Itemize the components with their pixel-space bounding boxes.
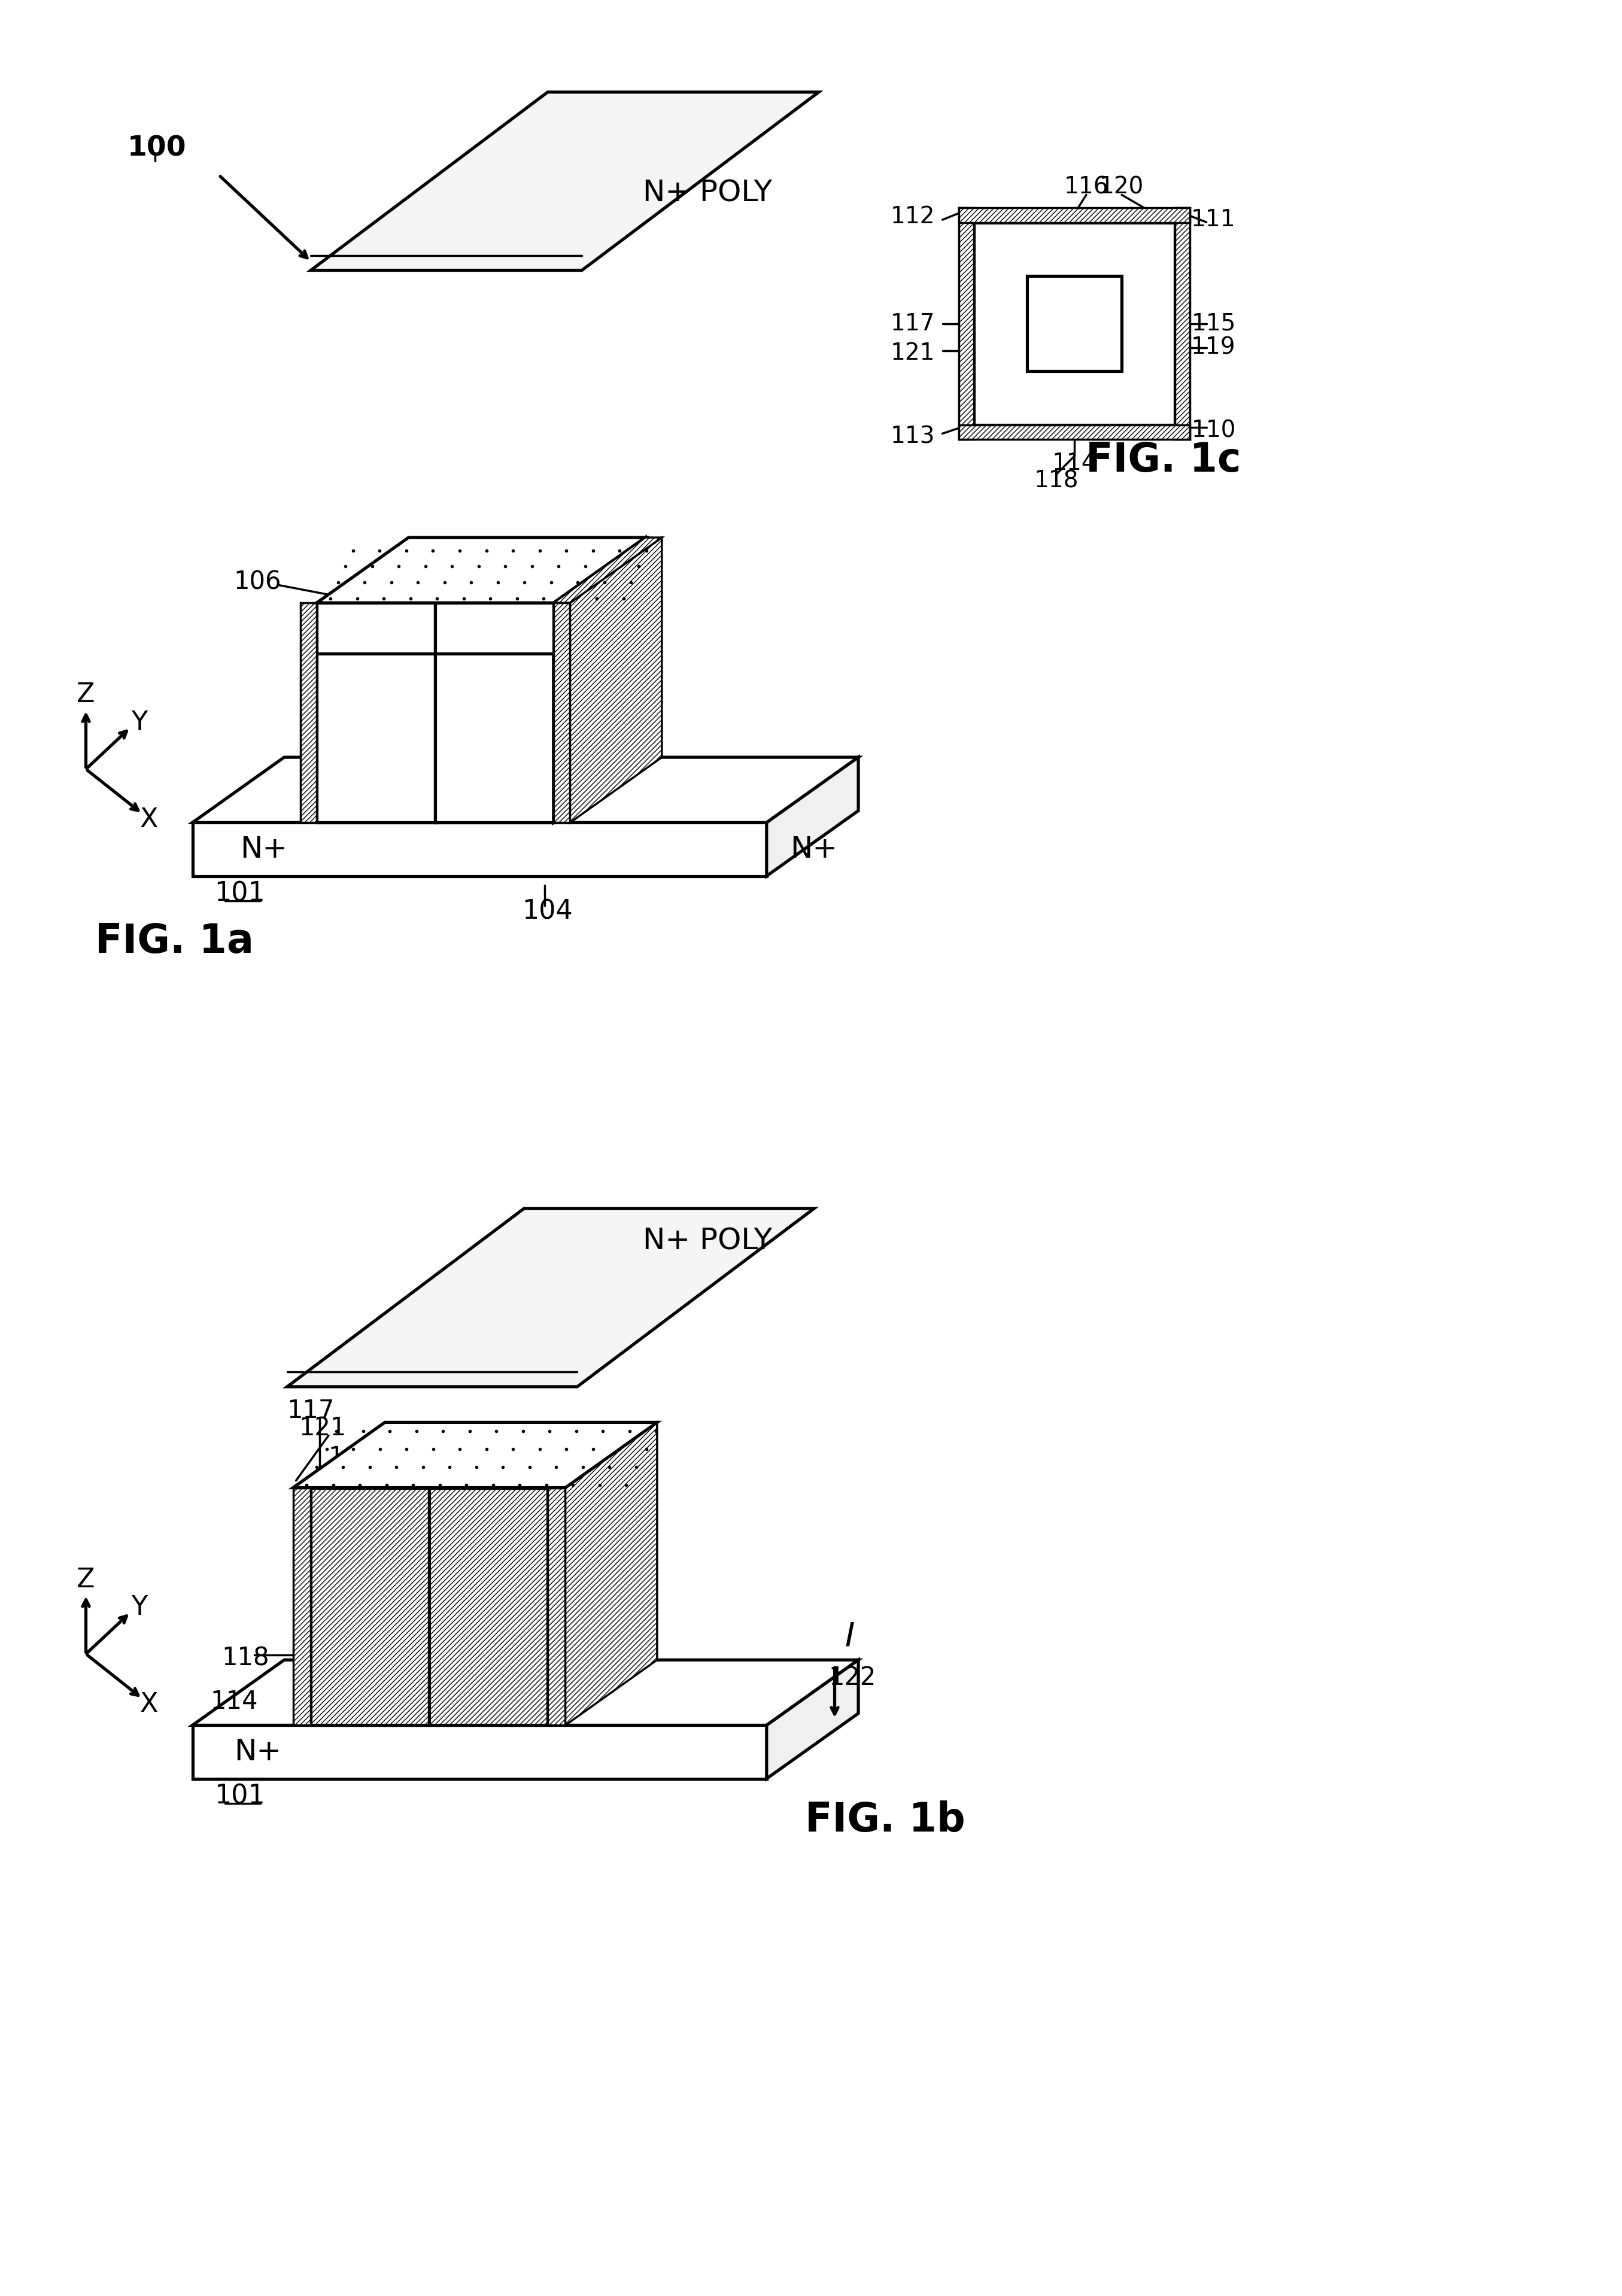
Polygon shape xyxy=(548,1488,566,1724)
Polygon shape xyxy=(1174,209,1191,439)
Text: 116: 116 xyxy=(1064,177,1108,197)
Polygon shape xyxy=(435,604,553,822)
Text: 102: 102 xyxy=(589,719,636,744)
Text: 102: 102 xyxy=(1048,310,1101,338)
Text: 120: 120 xyxy=(381,1433,430,1458)
Text: 114: 114 xyxy=(211,1690,258,1715)
Polygon shape xyxy=(553,537,646,822)
Polygon shape xyxy=(566,1421,657,1724)
Text: 102: 102 xyxy=(589,1605,636,1630)
Text: 115: 115 xyxy=(1191,312,1236,335)
Text: N+: N+ xyxy=(790,836,837,863)
Text: 104: 104 xyxy=(522,898,573,925)
Text: 100: 100 xyxy=(128,135,187,163)
Text: P-: P- xyxy=(474,714,503,746)
Polygon shape xyxy=(193,1660,858,1724)
Polygon shape xyxy=(767,758,858,877)
Text: Z: Z xyxy=(76,682,96,707)
Polygon shape xyxy=(435,604,553,654)
Polygon shape xyxy=(959,425,1191,439)
Polygon shape xyxy=(959,209,1191,223)
Polygon shape xyxy=(1027,276,1122,372)
Polygon shape xyxy=(430,1488,548,1724)
Text: 117: 117 xyxy=(287,1398,334,1424)
Text: 112: 112 xyxy=(890,204,936,227)
Text: FIG. 1a: FIG. 1a xyxy=(96,921,255,962)
Text: P-: P- xyxy=(355,714,384,746)
Text: 113: 113 xyxy=(890,425,936,448)
Text: 114: 114 xyxy=(1053,452,1096,475)
Polygon shape xyxy=(311,1488,430,1724)
Text: 121: 121 xyxy=(890,342,936,365)
Polygon shape xyxy=(193,758,858,822)
Polygon shape xyxy=(193,1724,767,1779)
Polygon shape xyxy=(973,223,1174,425)
Text: 101: 101 xyxy=(214,882,264,907)
Text: FIG. 1c: FIG. 1c xyxy=(1085,441,1241,480)
Polygon shape xyxy=(316,604,435,822)
Polygon shape xyxy=(767,1660,858,1779)
Text: X: X xyxy=(139,1692,159,1717)
Text: N+: N+ xyxy=(342,613,386,641)
Text: 121: 121 xyxy=(298,1417,347,1442)
Text: N+: N+ xyxy=(240,836,287,863)
Text: N+: N+ xyxy=(234,1738,281,1766)
Text: 117: 117 xyxy=(890,312,936,335)
Polygon shape xyxy=(569,537,662,822)
Polygon shape xyxy=(294,1421,657,1488)
Text: 116: 116 xyxy=(329,1446,376,1469)
Text: Z: Z xyxy=(76,1566,96,1593)
Text: 118: 118 xyxy=(1035,471,1079,491)
Text: FIG. 1b: FIG. 1b xyxy=(805,1800,965,1839)
Text: 106: 106 xyxy=(234,569,281,595)
Text: 120: 120 xyxy=(1100,177,1144,197)
Text: 115: 115 xyxy=(589,1504,636,1529)
Text: N+: N+ xyxy=(461,613,504,641)
Text: X: X xyxy=(139,806,159,833)
Text: 118: 118 xyxy=(222,1646,269,1671)
Polygon shape xyxy=(316,537,646,604)
Polygon shape xyxy=(316,604,435,654)
Text: 122: 122 xyxy=(829,1665,876,1690)
Text: 119: 119 xyxy=(589,1534,636,1559)
Text: 101: 101 xyxy=(214,1784,264,1809)
Polygon shape xyxy=(959,209,973,439)
Text: 108: 108 xyxy=(579,664,626,689)
Polygon shape xyxy=(294,1488,311,1724)
Text: I: I xyxy=(845,1621,855,1653)
Polygon shape xyxy=(553,604,569,822)
Text: 110: 110 xyxy=(1191,420,1236,443)
Text: Y: Y xyxy=(131,1596,148,1621)
Text: N+ POLY: N+ POLY xyxy=(642,1226,772,1256)
Polygon shape xyxy=(311,92,819,271)
Text: 111: 111 xyxy=(1191,209,1236,232)
Polygon shape xyxy=(553,537,662,604)
Text: Y: Y xyxy=(131,709,148,735)
Polygon shape xyxy=(287,1208,814,1387)
Text: N+ POLY: N+ POLY xyxy=(642,179,772,207)
Polygon shape xyxy=(300,604,316,822)
Text: 119: 119 xyxy=(1191,335,1236,358)
Polygon shape xyxy=(193,822,767,877)
